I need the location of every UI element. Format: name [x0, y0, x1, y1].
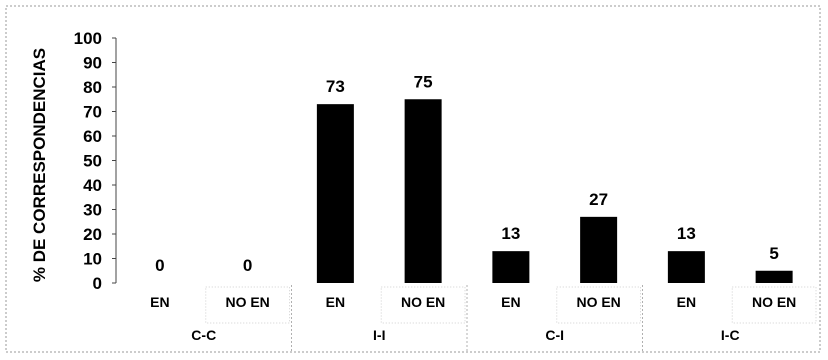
group-label: I-I: [373, 327, 385, 343]
category-label: EN: [150, 294, 169, 310]
y-tick-label: 30: [83, 201, 102, 220]
y-tick-label: 90: [83, 54, 102, 73]
bar: [667, 251, 705, 283]
y-tick-label: 100: [74, 29, 102, 48]
y-tick-label: 70: [83, 103, 102, 122]
group-label: I-C: [721, 327, 740, 343]
y-tick-label: 50: [83, 152, 102, 171]
category-label: EN: [677, 294, 696, 310]
data-label: 27: [589, 190, 608, 209]
data-label: 75: [414, 72, 433, 91]
y-tick-label: 80: [83, 78, 102, 97]
bar: [316, 104, 354, 284]
group-label: C-I: [545, 327, 564, 343]
data-label: 5: [769, 244, 778, 263]
data-label: 13: [501, 224, 520, 243]
bar: [755, 270, 793, 283]
category-label: NO EN: [576, 294, 620, 310]
category-label: EN: [326, 294, 345, 310]
bar: [492, 251, 530, 283]
bar: [404, 99, 442, 283]
data-label: 0: [155, 256, 164, 275]
y-tick-label: 60: [83, 127, 102, 146]
category-label: NO EN: [401, 294, 445, 310]
bar: [580, 216, 618, 283]
data-label: 13: [677, 224, 696, 243]
y-tick-label: 20: [83, 225, 102, 244]
y-tick-label: 10: [83, 250, 102, 269]
data-label: 73: [326, 77, 345, 96]
y-axis-title: % DE CORRESPONDENCIAS: [30, 48, 49, 282]
data-label: 0: [243, 256, 252, 275]
category-label: NO EN: [752, 294, 796, 310]
category-label: NO EN: [225, 294, 269, 310]
y-tick-label: 40: [83, 176, 102, 195]
y-tick-label: 0: [93, 274, 102, 293]
group-label: C-C: [191, 327, 216, 343]
category-label: EN: [501, 294, 520, 310]
